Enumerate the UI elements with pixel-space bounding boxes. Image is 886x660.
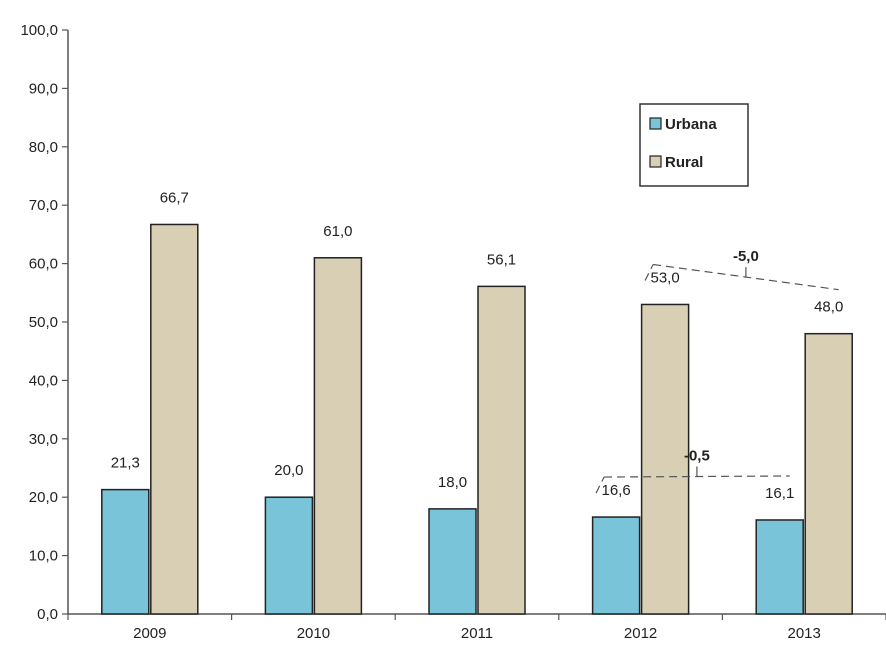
x-tick-label: 2009: [133, 625, 166, 642]
legend-label-urbana: Urbana: [665, 116, 717, 133]
bar-rural-2011: [477, 285, 526, 615]
legend-swatch-urbana: [649, 117, 662, 130]
y-tick-label: 50,0: [29, 314, 58, 331]
bar-rural-2013: [804, 332, 853, 615]
axes: 0,0 10,0 20,0 30,0 40,0 50,0 60,0 70,0 80,0 90,0 1…: [20, 22, 886, 642]
data-label: 66,7: [160, 189, 189, 206]
bar-urbana-2012: [591, 516, 641, 615]
data-labels: 21,3 20,0 18,0 16,6 16,1 66,7 61,0 56,1 53,0 48,0: [111, 189, 844, 502]
bar-urbana-2010: [264, 496, 314, 615]
data-label: 16,1: [765, 485, 794, 502]
y-tick-label: 40,0: [29, 372, 58, 389]
y-tick-label: 100,0: [20, 22, 58, 39]
y-tick-label: 10,0: [29, 548, 58, 565]
data-label: 53,0: [650, 269, 679, 286]
bar-rural-2012: [640, 303, 690, 615]
data-label: 56,1: [487, 251, 516, 268]
data-label: 61,0: [323, 223, 352, 240]
y-tick-label: 80,0: [29, 139, 58, 156]
y-tick-label: 0,0: [37, 606, 58, 623]
annotations: -5,0 -0,5: [595, 248, 839, 494]
data-label: 20,0: [274, 462, 303, 479]
bar-rural-2010: [313, 257, 363, 615]
y-tick-label: 30,0: [29, 431, 58, 448]
data-label: 21,3: [111, 455, 140, 472]
y-tick-label: 70,0: [29, 197, 58, 214]
bar-rural-2009: [150, 223, 199, 615]
x-tick-label: 2012: [624, 625, 657, 642]
x-tick-label: 2013: [788, 625, 821, 642]
bar-urbana-2013: [755, 519, 804, 615]
bars: [101, 223, 853, 615]
bar-urbana-2009: [101, 488, 150, 615]
annotation-label: -5,0: [733, 248, 759, 265]
x-tick-label: 2011: [461, 625, 493, 642]
legend-label-rural: Rural: [665, 154, 703, 171]
y-tick-label: 20,0: [29, 489, 58, 506]
annotation-connector: [595, 476, 605, 494]
data-label: 16,6: [601, 482, 630, 499]
y-tick-label: 90,0: [29, 80, 58, 97]
annotation-connector: [644, 264, 654, 281]
bar-urbana-2011: [428, 508, 477, 615]
data-label: 48,0: [814, 299, 843, 316]
annotation-line: [653, 263, 839, 291]
annotation-label: -0,5: [684, 448, 710, 465]
x-tick-label: 2010: [297, 625, 330, 642]
y-tick-label: 60,0: [29, 256, 58, 273]
data-label: 18,0: [438, 474, 467, 491]
legend: Urbana Rural: [639, 103, 749, 187]
legend-swatch-rural: [649, 155, 662, 168]
